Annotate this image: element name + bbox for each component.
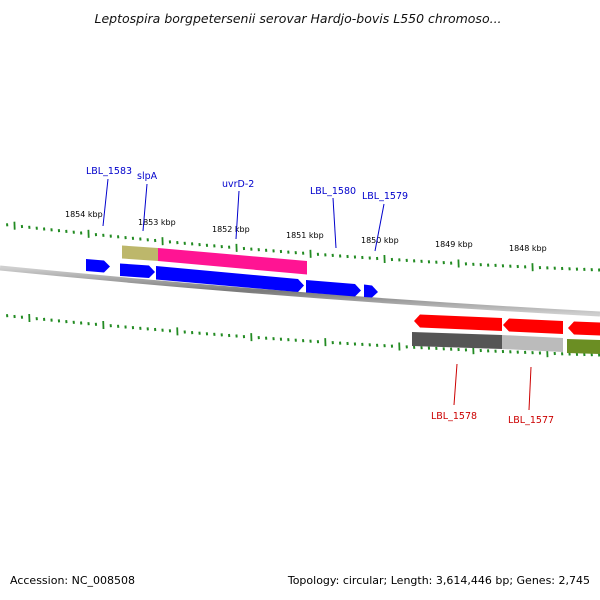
gene-label-LBL_1583[interactable]: LBL_1583	[86, 166, 132, 177]
tick-label: 1853 kbp	[138, 218, 176, 227]
leader-line	[102, 178, 109, 227]
inner-tick-ring	[6, 313, 600, 358]
gene-label-LBL_1580[interactable]: LBL_1580	[310, 186, 356, 197]
gene-label-slpA[interactable]: slpA	[137, 171, 158, 182]
accession-text: Accession: NC_008508	[10, 574, 136, 587]
leader-line	[142, 183, 148, 232]
gene-arrow-reverse[interactable]	[568, 321, 600, 336]
leader-line	[528, 366, 532, 411]
map-title: Leptospira borgpetersenii serovar Hardjo…	[94, 11, 501, 26]
forward-strand-features	[86, 245, 378, 298]
tick-label: 1848 kbp	[509, 244, 547, 253]
gene-arrow-forward[interactable]	[120, 263, 155, 279]
gene-arrow-reverse[interactable]	[414, 314, 502, 332]
reverse-strand-features	[412, 314, 600, 354]
gene-labels: LBL_1583 slpA uvrD-2 LBL_1580 LBL_1579 L…	[86, 166, 554, 426]
tick-label: 1849 kbp	[435, 240, 473, 249]
gene-label-LBL_1578[interactable]: LBL_1578	[431, 411, 477, 422]
gene-arrow-LBL_1580[interactable]	[306, 280, 361, 297]
leader-line	[453, 363, 458, 406]
leader-line	[374, 203, 385, 252]
tick-label: 1850 kbp	[361, 236, 399, 245]
gene-feature-LBL_1577[interactable]	[502, 335, 563, 352]
topology-text: Topology: circular; Length: 3,614,446 bp…	[287, 574, 590, 587]
gene-label-LBL_1577[interactable]: LBL_1577	[508, 415, 554, 426]
genome-backbone	[0, 265, 600, 317]
gene-arrow-uvrD-2[interactable]	[156, 266, 304, 292]
gene-arrow-forward[interactable]	[86, 259, 110, 273]
tick-label: 1851 kbp	[286, 231, 324, 240]
outer-tick-ring	[6, 221, 600, 272]
gene-feature-slpA[interactable]	[122, 245, 158, 262]
tick-labels: 1854 kbp 1853 kbp 1852 kbp 1851 kbp 1850…	[65, 210, 547, 253]
gene-feature-uvrD-2-highlight[interactable]	[158, 248, 307, 275]
gene-arrow-LBL_1579[interactable]	[364, 284, 378, 298]
tick-label: 1854 kbp	[65, 210, 103, 219]
tick-label: 1852 kbp	[212, 225, 250, 234]
leader-line	[235, 190, 240, 240]
gene-feature-LBL_1578[interactable]	[412, 332, 502, 349]
gene-label-uvrD-2[interactable]: uvrD-2	[222, 179, 254, 190]
gene-label-LBL_1579[interactable]: LBL_1579	[362, 191, 408, 202]
gene-arrow-reverse[interactable]	[503, 318, 563, 335]
gene-feature-olive[interactable]	[567, 339, 600, 354]
leader-line	[332, 197, 337, 249]
gene-label-leaders	[102, 178, 532, 411]
